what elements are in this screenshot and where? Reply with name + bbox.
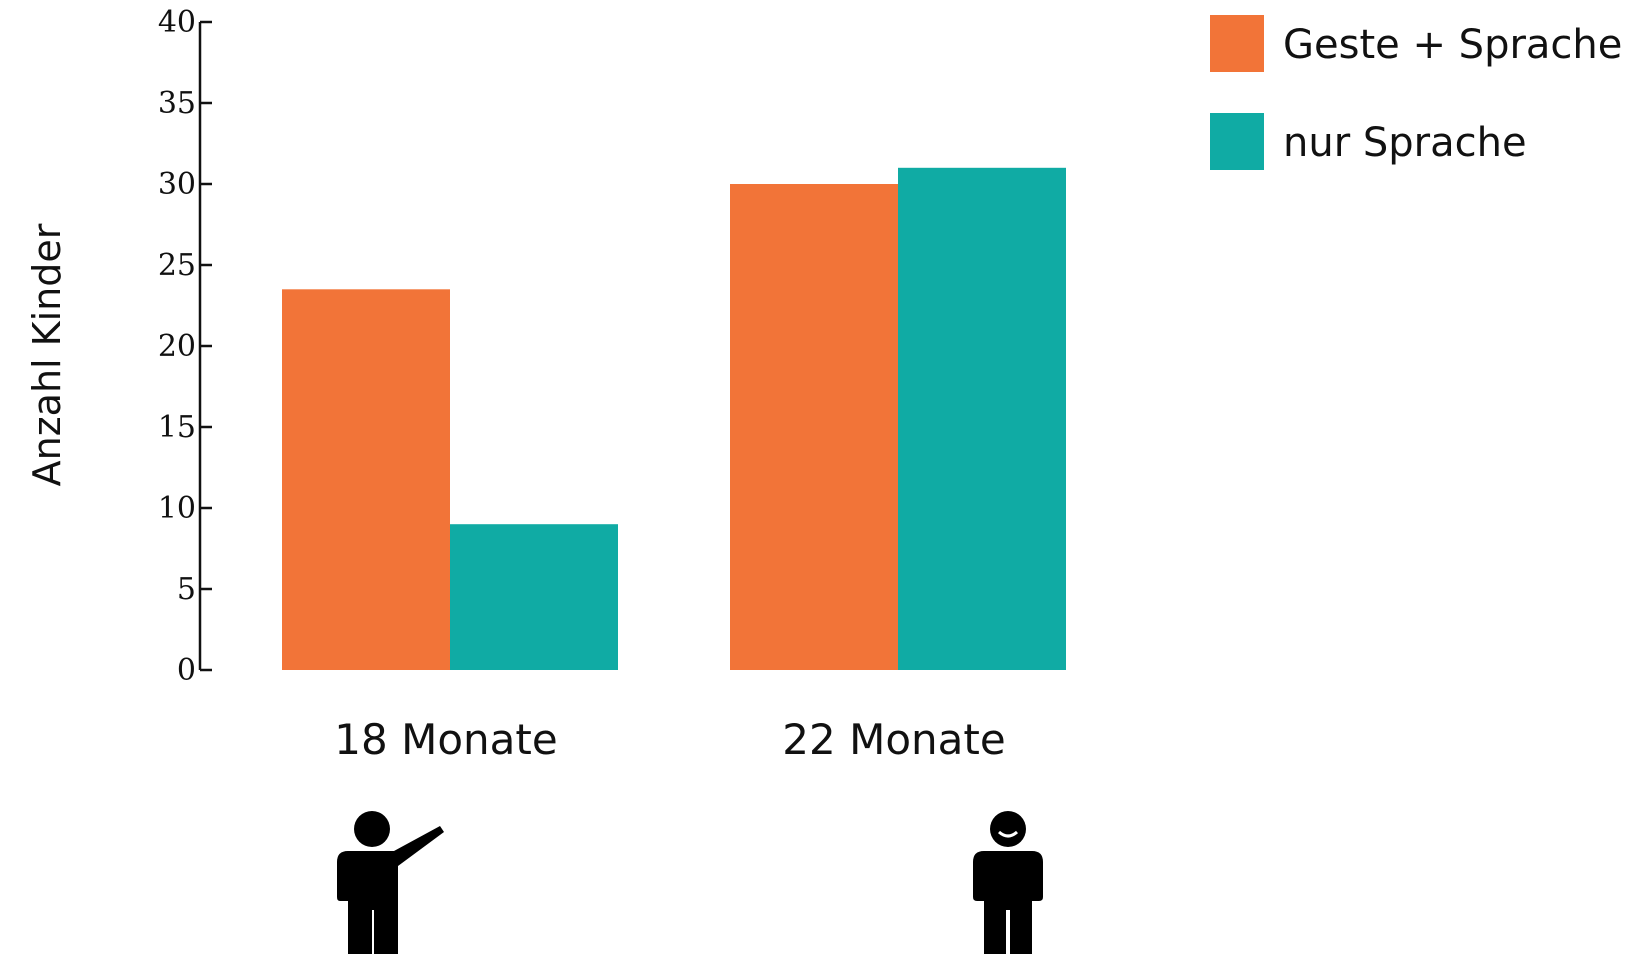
bar-nur-sprache-1 bbox=[450, 524, 618, 670]
y-tick-label: 35 bbox=[158, 86, 196, 121]
y-tick-label: 10 bbox=[158, 491, 196, 526]
category-label: 22 Monate bbox=[782, 715, 1005, 764]
category-label: 18 Monate bbox=[334, 715, 557, 764]
bar-geste-sprache-1 bbox=[282, 289, 450, 670]
y-tick-label: 20 bbox=[158, 329, 196, 364]
y-tick-label: 5 bbox=[177, 572, 196, 607]
smiling-child-icon bbox=[973, 811, 1043, 954]
y-tick-label: 0 bbox=[177, 653, 196, 688]
legend-label: Geste + Sprache bbox=[1283, 22, 1622, 68]
legend-label: nur Sprache bbox=[1283, 120, 1527, 166]
legend: Geste + Sprache nur Sprache bbox=[1210, 15, 1622, 170]
y-tick-label: 15 bbox=[158, 410, 196, 445]
y-axis-title: Anzahl Kinder bbox=[25, 223, 69, 486]
y-tick-label: 25 bbox=[158, 248, 196, 283]
category-labels: 18 Monate 22 Monate bbox=[334, 715, 1005, 764]
bars-group bbox=[282, 167, 1066, 671]
y-tick-label: 40 bbox=[158, 5, 196, 40]
bar-nur-sprache-2 bbox=[898, 167, 1066, 671]
legend-swatch bbox=[1210, 15, 1264, 72]
y-axis: 0 5 10 15 20 25 30 35 40 bbox=[158, 5, 212, 688]
pointing-child-icon bbox=[337, 811, 444, 954]
y-tick-label: 30 bbox=[158, 167, 196, 202]
bar-geste-sprache-2 bbox=[730, 184, 898, 670]
legend-swatch bbox=[1210, 113, 1264, 170]
